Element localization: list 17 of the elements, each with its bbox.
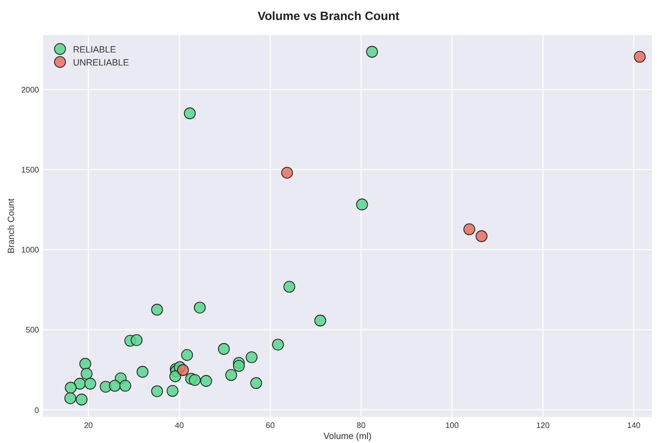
y-tick-label: 2000 bbox=[21, 85, 40, 94]
x-tick-label: 140 bbox=[627, 421, 642, 430]
y-tick-label: 500 bbox=[26, 326, 40, 335]
y-axis-title: Branch Count bbox=[6, 198, 16, 254]
x-tick-label: 20 bbox=[84, 421, 94, 430]
x-tick-label: 100 bbox=[445, 421, 460, 430]
x-tick-label: 80 bbox=[356, 421, 366, 430]
y-tick-label: 1500 bbox=[21, 166, 40, 175]
x-axis-title: Volume (ml) bbox=[323, 431, 372, 441]
x-tick-label: 120 bbox=[536, 421, 550, 430]
y-tick-label: 0 bbox=[34, 406, 40, 415]
legend-label: UNRELIABLE bbox=[73, 58, 130, 68]
x-tick-label: 60 bbox=[266, 421, 276, 430]
legend-label: RELIABLE bbox=[73, 44, 116, 54]
y-tick-label: 1000 bbox=[21, 246, 40, 255]
chart-title: Volume vs Branch Count bbox=[258, 9, 400, 23]
x-tick-label: 40 bbox=[174, 421, 184, 430]
